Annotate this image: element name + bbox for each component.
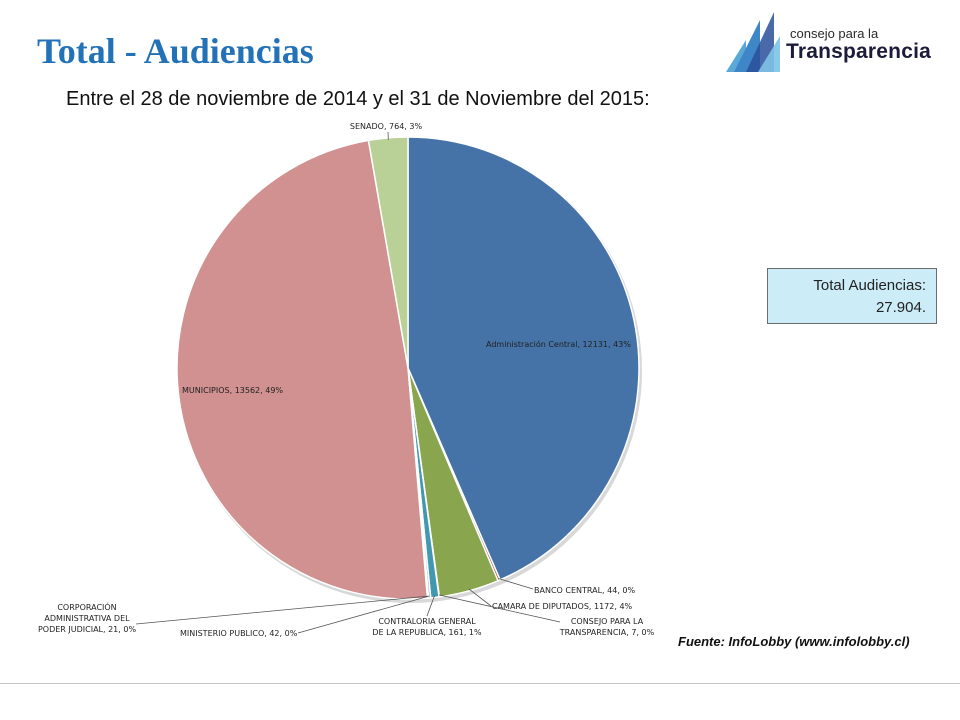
slice-label-5: CONTRALORIA GENERAL DE LA REPUBLICA, 161,… — [372, 617, 482, 637]
pie-slice-1 — [407, 136, 640, 581]
leader-line-6 — [297, 595, 430, 634]
total-label: Total Audiencias: — [813, 277, 926, 294]
consejo-logo: consejo para la Transparencia — [724, 10, 931, 76]
leader-line-7 — [135, 595, 428, 625]
slice-label-7: CORPORACIÓN ADMINISTRATIVA DEL PODER JUDIC… — [38, 601, 136, 634]
source-note: Fuente: InfoLobby (www.infolobby.cl) — [678, 634, 910, 649]
slice-label-6: MINISTERIO PUBLICO, 42, 0% — [180, 629, 298, 638]
logo-line1: consejo para la — [790, 26, 879, 41]
slice-label-3: CAMARA DE DIPUTADOS, 1172, 4% — [492, 602, 633, 611]
leader-line-4 — [438, 594, 561, 623]
slice-label-9: SENADO, 764, 3% — [350, 122, 423, 131]
leader-line-5 — [426, 595, 435, 617]
logo-line2: Transparencia — [786, 40, 932, 63]
page-title: Total - Audiencias — [37, 31, 314, 71]
slice-label-8: MUNICIPIOS, 13562, 49% — [182, 386, 283, 395]
footer-divider — [0, 683, 960, 684]
leader-line-3 — [468, 588, 492, 607]
pie-slice-8 — [176, 139, 429, 600]
slice-label-2: BANCO CENTRAL, 44, 0% — [534, 586, 635, 595]
total-value: 27.904. — [875, 299, 926, 316]
slice-label-4: CONSEJO PARA LA TRANSPARENCIA, 7, 0% — [559, 617, 655, 637]
date-range-subtitle: Entre el 28 de noviembre de 2014 y el 31… — [66, 88, 650, 110]
total-audiencias-box: Total Audiencias: 27.904. — [767, 268, 937, 324]
slice-label-1: Administración Central, 12131, 43% — [486, 339, 631, 349]
leader-line-2 — [498, 578, 534, 590]
logo-mark-icon — [726, 12, 780, 72]
